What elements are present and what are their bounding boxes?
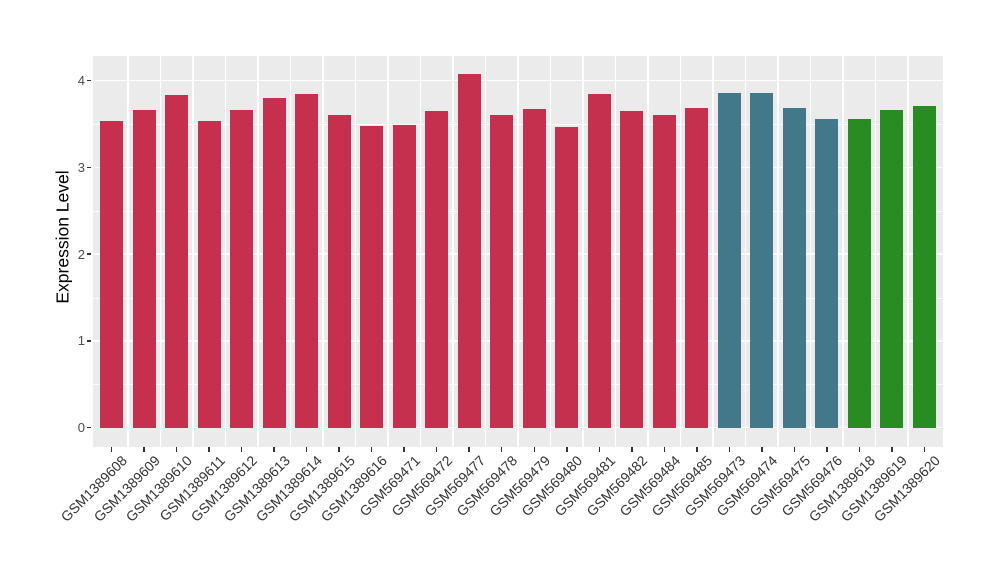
bar-GSM1389610 [165,94,189,428]
x-axis-tick [435,447,438,452]
bar-GSM569482 [620,111,644,428]
x-axis-tick [696,447,698,452]
y-tick-label: 2 [77,246,85,262]
y-axis-tick [87,253,91,255]
plot-panel [93,56,943,447]
bar-GSM569485 [685,108,709,428]
gridline-vertical [257,56,259,447]
gridline-vertical [647,56,649,447]
bar-GSM569471 [392,124,416,428]
gridline-vertical [582,56,584,447]
y-tick-label: 1 [77,333,85,349]
x-axis-tick [370,447,373,452]
x-axis-tick [793,447,796,452]
y-axis-tick [87,166,91,169]
x-axis-tick [143,447,145,452]
bar-GSM569478 [490,114,514,428]
bar-GSM569474 [750,92,774,428]
x-axis-tick [761,447,763,452]
x-axis-tick [403,447,405,452]
x-axis-tick [663,447,666,452]
x-axis-tick [208,447,210,452]
bar-GSM1389609 [132,110,156,428]
x-axis-tick [500,447,503,452]
y-axis-tick [87,340,91,342]
x-axis-tick [728,447,731,452]
x-axis-tick [110,447,113,452]
gridline-vertical [744,56,747,447]
x-axis-tick [598,447,600,452]
bar-GSM1389616 [360,125,384,428]
gridline-vertical [484,56,487,447]
bar-GSM569476 [815,118,839,428]
bar-GSM569475 [782,107,806,428]
bar-GSM569479 [522,109,546,428]
x-axis-tick [631,447,633,452]
x-axis-tick [468,447,470,452]
gridline-vertical [224,56,227,447]
gridline-vertical [874,56,877,447]
bar-GSM1389608 [100,121,124,428]
bar-GSM569477 [457,73,481,428]
gridline-vertical [322,56,324,447]
bar-GSM569484 [652,114,676,428]
bar-GSM569480 [555,126,579,428]
gridline-vertical [777,56,779,447]
bar-GSM569473 [717,92,741,428]
x-axis-tick [305,447,308,452]
gridline-vertical [159,56,162,447]
bar-GSM1389620 [912,105,936,428]
gridline-vertical [192,56,194,447]
gridline-vertical [419,56,422,447]
gridline-vertical [712,56,714,447]
bar-GSM569481 [587,93,611,428]
bar-GSM569472 [425,111,449,428]
gridline-vertical [517,56,519,447]
bar-GSM1389619 [880,110,904,428]
x-axis-tick [891,447,893,452]
x-axis-tick [273,447,275,452]
gridline-vertical [127,56,129,447]
x-axis-tick [338,447,340,452]
y-axis-tick [87,79,91,82]
gridline-vertical [387,56,389,447]
gridline-vertical [549,56,552,447]
bar-GSM1389615 [327,114,351,428]
x-axis-tick [533,447,535,452]
y-axis-title: Expression Level [52,170,73,304]
x-axis-tick [566,447,568,452]
bar-GSM1389614 [295,93,319,428]
gridline-vertical [842,56,844,447]
x-axis-tick [858,447,861,452]
gridline-vertical [679,56,682,447]
bar-GSM1389618 [847,118,871,428]
gridline-vertical [289,56,292,447]
gridline-vertical [907,56,909,447]
x-axis-tick [175,447,178,452]
x-axis-tick [826,447,828,452]
bar-GSM1389611 [197,121,221,428]
x-axis-tick [923,447,926,452]
gridline-vertical [452,56,454,447]
y-tick-label: 3 [77,159,85,175]
bar-GSM1389613 [262,98,286,428]
y-axis-tick [87,426,91,429]
y-tick-label: 4 [77,73,85,89]
gridline-vertical [809,56,812,447]
bar-GSM1389612 [230,110,254,428]
x-axis-tick [240,447,243,452]
gridline-vertical [354,56,357,447]
gridline-vertical [614,56,617,447]
y-tick-label: 0 [77,420,85,436]
